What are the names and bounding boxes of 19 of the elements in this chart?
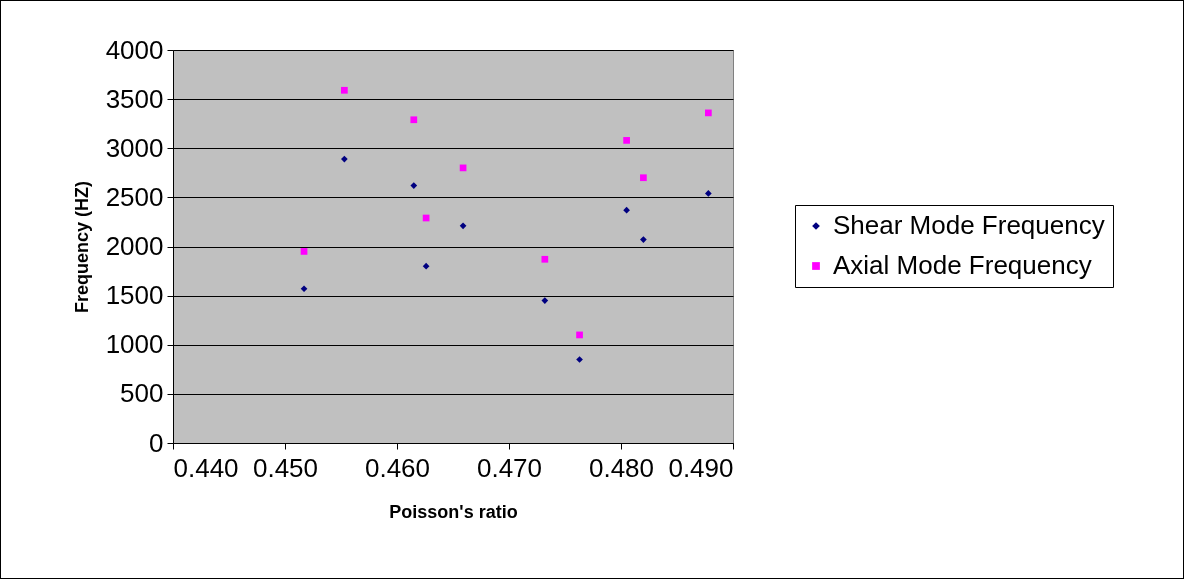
y-tick-label: 3500 bbox=[105, 83, 164, 114]
x-axis-title: Poisson's ratio bbox=[389, 501, 518, 522]
y-tick-label: 4000 bbox=[105, 34, 164, 65]
y-tick-label: 3000 bbox=[105, 132, 164, 163]
x-tick-label: 0.490 bbox=[668, 452, 734, 483]
y-tick-label: 1000 bbox=[105, 329, 164, 360]
legend-label: Axial Mode Frequency bbox=[833, 250, 1092, 280]
y-axis-title: Frequency (HZ) bbox=[71, 180, 92, 314]
y-tick-label: 1500 bbox=[105, 280, 164, 311]
y-tick-label: 2000 bbox=[105, 231, 164, 261]
x-tick-label: 0.450 bbox=[252, 452, 319, 483]
x-tick-label: 0.480 bbox=[588, 452, 655, 483]
x-tick-label: 0.460 bbox=[364, 452, 431, 483]
x-tick-label: 0.440 bbox=[173, 452, 239, 483]
y-tick-label: 0 bbox=[149, 427, 164, 458]
y-tick-label: 500 bbox=[120, 378, 164, 409]
x-tick-label: 0.470 bbox=[476, 452, 543, 483]
legend-label: Shear Mode Frequency bbox=[833, 210, 1105, 240]
y-tick-label: 2500 bbox=[105, 181, 164, 212]
